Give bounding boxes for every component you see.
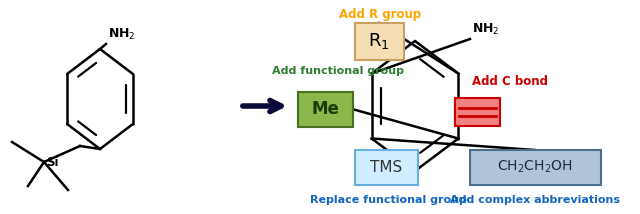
Text: TMS: TMS [370, 159, 402, 174]
Text: NH$_2$: NH$_2$ [472, 22, 499, 37]
FancyBboxPatch shape [298, 92, 353, 126]
Text: NH$_2$: NH$_2$ [108, 27, 135, 42]
FancyBboxPatch shape [455, 98, 500, 126]
Text: Add C bond: Add C bond [472, 74, 548, 88]
Text: Replace functional group: Replace functional group [310, 195, 467, 205]
Text: Add functional group: Add functional group [272, 66, 404, 76]
Text: CH$_2$CH$_2$OH: CH$_2$CH$_2$OH [497, 159, 573, 175]
Text: R$_1$: R$_1$ [368, 31, 390, 51]
Text: Si: Si [46, 156, 58, 168]
FancyBboxPatch shape [355, 150, 417, 184]
Text: Me: Me [311, 100, 339, 118]
FancyBboxPatch shape [470, 150, 600, 184]
Text: Add R group: Add R group [339, 7, 421, 21]
Text: Add complex abbreviations: Add complex abbreviations [450, 195, 620, 205]
FancyBboxPatch shape [355, 22, 403, 59]
